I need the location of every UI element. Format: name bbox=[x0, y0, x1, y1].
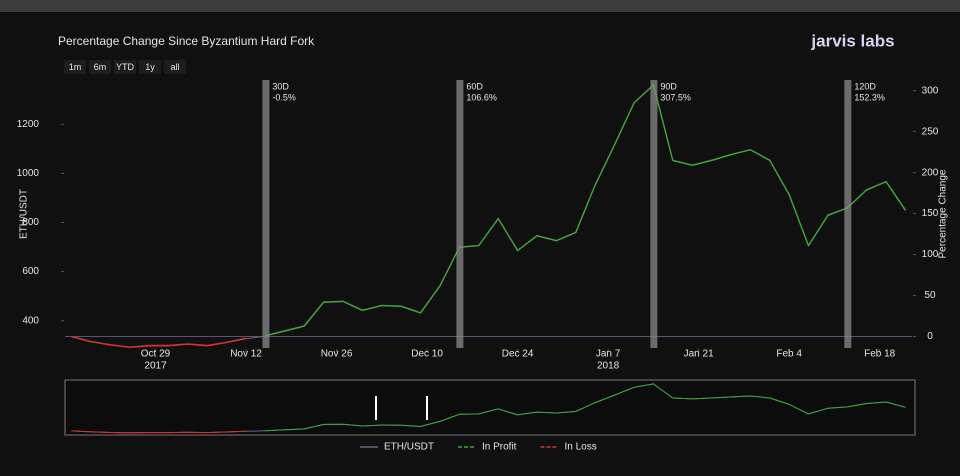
annotation-value: 307.5% bbox=[660, 92, 691, 102]
range-button-bg bbox=[114, 60, 136, 74]
chart-title: Percentage Change Since Byzantium Hard F… bbox=[58, 34, 315, 48]
y-tick-label: 400 bbox=[22, 315, 39, 326]
annotation-bar bbox=[844, 80, 852, 348]
annotation-bar bbox=[650, 80, 658, 348]
series-line bbox=[265, 84, 907, 337]
y2-axis-label: Percentage Change bbox=[938, 169, 949, 258]
y-tick-label: 600 bbox=[22, 266, 39, 277]
y2-tick-label: 100 bbox=[922, 249, 939, 260]
navigator-line bbox=[71, 430, 247, 434]
range-button[interactable]: 1y bbox=[139, 60, 161, 74]
legend-label: In Loss bbox=[564, 442, 596, 453]
y2-tick-label: 150 bbox=[922, 208, 939, 219]
range-button-bg bbox=[89, 60, 111, 74]
annotation-label: 120D bbox=[854, 81, 876, 91]
x-tick-label: Dec 24 bbox=[502, 349, 534, 360]
legend-item[interactable]: ETH/USDT bbox=[360, 442, 434, 453]
navigator-line bbox=[265, 383, 906, 432]
y2-tick-label: 50 bbox=[924, 290, 936, 301]
x-tick-label: Dec 10 bbox=[411, 349, 443, 360]
y-tick-label: 1000 bbox=[17, 168, 40, 179]
range-button[interactable]: 1m bbox=[64, 60, 86, 74]
range-button-bg bbox=[164, 60, 186, 74]
x-tick-year: 2017 bbox=[144, 361, 167, 372]
y2-tick-label: 200 bbox=[922, 167, 939, 178]
y-tick-label: 1200 bbox=[17, 119, 40, 130]
legend-item[interactable]: In Profit bbox=[458, 442, 517, 453]
annotation-value: 106.6% bbox=[466, 92, 497, 102]
annotation-label: 30D bbox=[272, 81, 289, 91]
x-tick-label: Feb 4 bbox=[776, 349, 802, 360]
y-tick-label: 800 bbox=[22, 217, 39, 228]
x-tick-label: Oct 29 bbox=[141, 349, 171, 360]
range-button-label: YTD bbox=[116, 62, 135, 72]
annotation-label: 60D bbox=[466, 81, 483, 91]
x-tick-label: Jan 7 bbox=[596, 349, 621, 360]
range-button-bg bbox=[64, 60, 86, 74]
range-button-label: all bbox=[170, 62, 179, 72]
y2-tick-label: 250 bbox=[922, 126, 939, 137]
y-axis-label: ETH/USDT bbox=[19, 189, 30, 239]
range-button[interactable]: YTD bbox=[114, 60, 136, 74]
annotation-label: 90D bbox=[660, 81, 677, 91]
annotation-value: 152.3% bbox=[854, 92, 885, 102]
legend-label: In Profit bbox=[482, 442, 517, 453]
x-tick-year: 2018 bbox=[597, 361, 620, 372]
navigator[interactable] bbox=[64, 379, 916, 436]
annotation-value: -0.5% bbox=[272, 92, 296, 102]
x-tick-label: Nov 26 bbox=[321, 349, 353, 360]
logo: jarvis labs bbox=[810, 31, 894, 50]
range-button-label: 1m bbox=[69, 62, 82, 72]
x-tick-label: Nov 12 bbox=[230, 349, 262, 360]
range-button-bg bbox=[139, 60, 161, 74]
annotation-bar bbox=[456, 80, 464, 348]
series-line bbox=[71, 335, 247, 348]
y2-tick-label: 300 bbox=[922, 85, 939, 96]
range-button[interactable]: all bbox=[164, 60, 186, 74]
legend-label: ETH/USDT bbox=[384, 442, 434, 453]
y2-tick-label: 0 bbox=[927, 331, 933, 342]
range-button-label: 6m bbox=[94, 62, 107, 72]
annotation-bar bbox=[262, 80, 270, 348]
legend-item[interactable]: In Loss bbox=[540, 442, 597, 453]
x-tick-label: Feb 18 bbox=[864, 349, 896, 360]
range-button-label: 1y bbox=[145, 62, 155, 72]
range-button[interactable]: 6m bbox=[89, 60, 111, 74]
x-tick-label: Jan 21 bbox=[684, 349, 714, 360]
